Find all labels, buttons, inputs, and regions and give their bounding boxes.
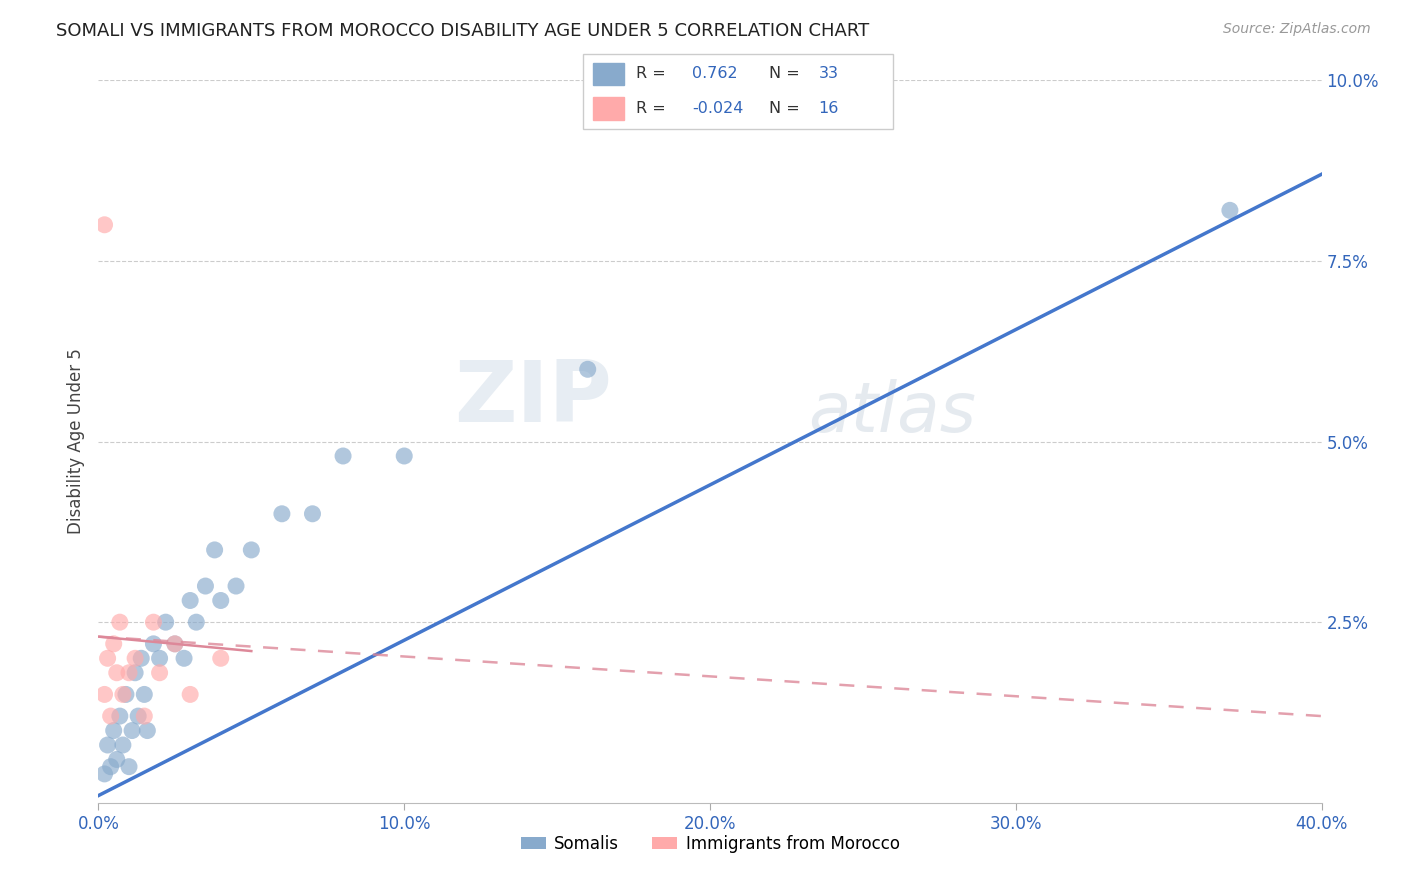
Text: N =: N = [769,102,800,116]
Point [93,767,115,781]
Point [97,738,120,752]
Point [194,579,217,593]
Point [179,687,201,701]
Legend: Somalis, Immigrants from Morocco: Somalis, Immigrants from Morocco [513,828,907,860]
Point [163,637,186,651]
Text: Source: ZipAtlas.com: Source: ZipAtlas.com [1223,22,1371,37]
Point [103,723,125,738]
Point [240,542,263,557]
Point [301,507,323,521]
Bar [593,62,624,86]
Point [204,542,226,557]
Text: SOMALI VS IMMIGRANTS FROM MOROCCO DISABILITY AGE UNDER 5 CORRELATION CHART: SOMALI VS IMMIGRANTS FROM MOROCCO DISABI… [56,22,869,40]
Point [149,651,172,665]
Point [136,723,159,738]
Point [124,651,146,665]
Point [118,665,141,680]
Point [1219,203,1241,218]
Point [121,723,143,738]
Point [332,449,354,463]
Text: atlas: atlas [808,379,976,446]
Point [108,615,131,630]
Point [93,218,115,232]
Point [149,665,172,680]
Point [100,709,122,723]
Point [134,709,156,723]
Point [111,687,134,701]
Point [105,665,128,680]
Point [163,637,186,651]
Point [142,637,165,651]
Text: -0.024: -0.024 [692,102,744,116]
Point [173,651,195,665]
Point [118,760,141,774]
Point [124,665,146,680]
Y-axis label: Disability Age Under 5: Disability Age Under 5 [66,349,84,534]
Point [97,651,120,665]
Point [105,752,128,766]
Point [134,687,156,701]
Text: R =: R = [636,102,666,116]
Text: 16: 16 [818,102,839,116]
Text: N =: N = [769,67,800,81]
Point [93,687,115,701]
Text: 0.762: 0.762 [692,67,737,81]
Bar [593,97,624,120]
Point [115,687,138,701]
Point [142,615,165,630]
Point [111,738,134,752]
Point [100,760,122,774]
Point [225,579,247,593]
Point [108,709,131,723]
Point [127,709,149,723]
Point [155,615,177,630]
Text: ZIP: ZIP [454,357,612,440]
Point [103,637,125,651]
Text: 33: 33 [818,67,838,81]
Point [209,651,232,665]
Point [576,362,599,376]
Point [270,507,292,521]
Point [392,449,416,463]
Point [209,593,232,607]
Text: R =: R = [636,67,666,81]
FancyBboxPatch shape [583,54,893,129]
Point [179,593,201,607]
Point [186,615,208,630]
Point [129,651,152,665]
